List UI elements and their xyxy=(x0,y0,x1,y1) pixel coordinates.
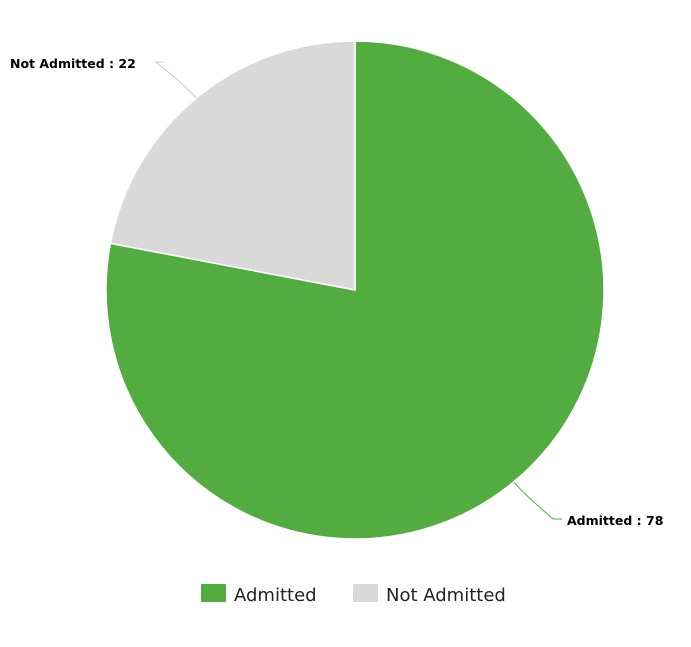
data-label-admitted: Admitted : 78 xyxy=(567,513,663,528)
pie-slice-not-admitted[interactable] xyxy=(109,40,356,291)
legend-label-not-admitted: Not Admitted xyxy=(386,585,506,606)
connector-admitted xyxy=(513,481,562,520)
legend-item-admitted[interactable]: Admitted xyxy=(201,584,317,606)
legend-label-admitted: Admitted xyxy=(234,585,317,606)
legend: Admitted Not Admitted xyxy=(201,584,506,606)
data-label-connectors xyxy=(154,61,562,520)
legend-swatch-not-admitted xyxy=(353,584,378,602)
connector-not-admitted xyxy=(154,61,197,99)
pie-slices xyxy=(105,40,605,540)
data-label-not-admitted: Not Admitted : 22 xyxy=(10,56,136,71)
legend-item-not-admitted[interactable]: Not Admitted xyxy=(353,584,506,606)
legend-swatch-admitted xyxy=(201,584,226,602)
